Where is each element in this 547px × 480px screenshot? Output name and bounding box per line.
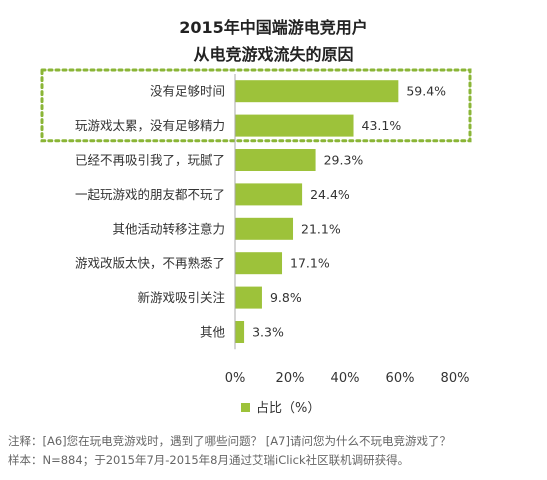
- chart-title-line-1: 2015年中国端游电竞用户: [179, 18, 368, 37]
- legend-label: 占比（%）: [256, 401, 320, 416]
- bar-4: [235, 183, 303, 206]
- x-tick-label-2: 20%: [276, 371, 305, 386]
- category-label-1: 没有足够时间: [150, 84, 225, 99]
- value-label-4: 24.4%: [310, 187, 350, 202]
- chart-title-line-2: 从电竞游戏流失的原因: [193, 45, 354, 64]
- category-label-5: 其他活动转移注意力: [112, 221, 225, 236]
- bar-5: [235, 217, 294, 240]
- category-label-7: 新游戏吸引关注: [137, 290, 225, 305]
- bar-7: [235, 286, 262, 309]
- category-label-6: 游戏改版太快，不再熟悉了: [75, 256, 225, 271]
- footnote-sample: 样本：N=884；于2015年7月-2015年8月通过艾瑞iClick社区联机调…: [8, 453, 410, 467]
- value-label-6: 17.1%: [290, 256, 330, 271]
- category-label-8: 其他: [200, 325, 226, 340]
- bar-2: [235, 114, 354, 137]
- bar-8: [235, 321, 245, 343]
- category-label-3: 已经不再吸引我了，玩腻了: [75, 153, 225, 168]
- value-label-1: 59.4%: [406, 84, 446, 99]
- value-label-7: 9.8%: [270, 290, 302, 305]
- x-tick-label-5: 80%: [441, 371, 470, 386]
- x-tick-label-4: 60%: [386, 371, 415, 386]
- bar-chart: 没有足够时间 59.4% 玩游戏太累，没有足够精力 43.1% 已经不再吸引我了，玩腻了…: [40, 68, 472, 416]
- x-tick-label-3: 40%: [331, 371, 360, 386]
- legend-swatch: [241, 403, 250, 412]
- bar-6: [235, 252, 283, 275]
- bar-1: [235, 80, 399, 103]
- value-label-3: 29.3%: [324, 153, 364, 168]
- bar-3: [235, 149, 316, 171]
- highlight-box: [40, 68, 472, 143]
- x-tick-label-1: 0%: [225, 371, 246, 386]
- category-label-2: 玩游戏太累，没有足够精力: [75, 118, 225, 133]
- value-label-5: 21.1%: [301, 221, 341, 236]
- value-label-8: 3.3%: [252, 325, 284, 340]
- footnote-question: 注释：[A6]您在玩电竞游戏时，遇到了哪些问题？ [A7]请问您为什么不玩电竞游…: [8, 434, 451, 448]
- value-label-2: 43.1%: [362, 118, 402, 133]
- category-label-4: 一起玩游戏的朋友都不玩了: [75, 187, 225, 202]
